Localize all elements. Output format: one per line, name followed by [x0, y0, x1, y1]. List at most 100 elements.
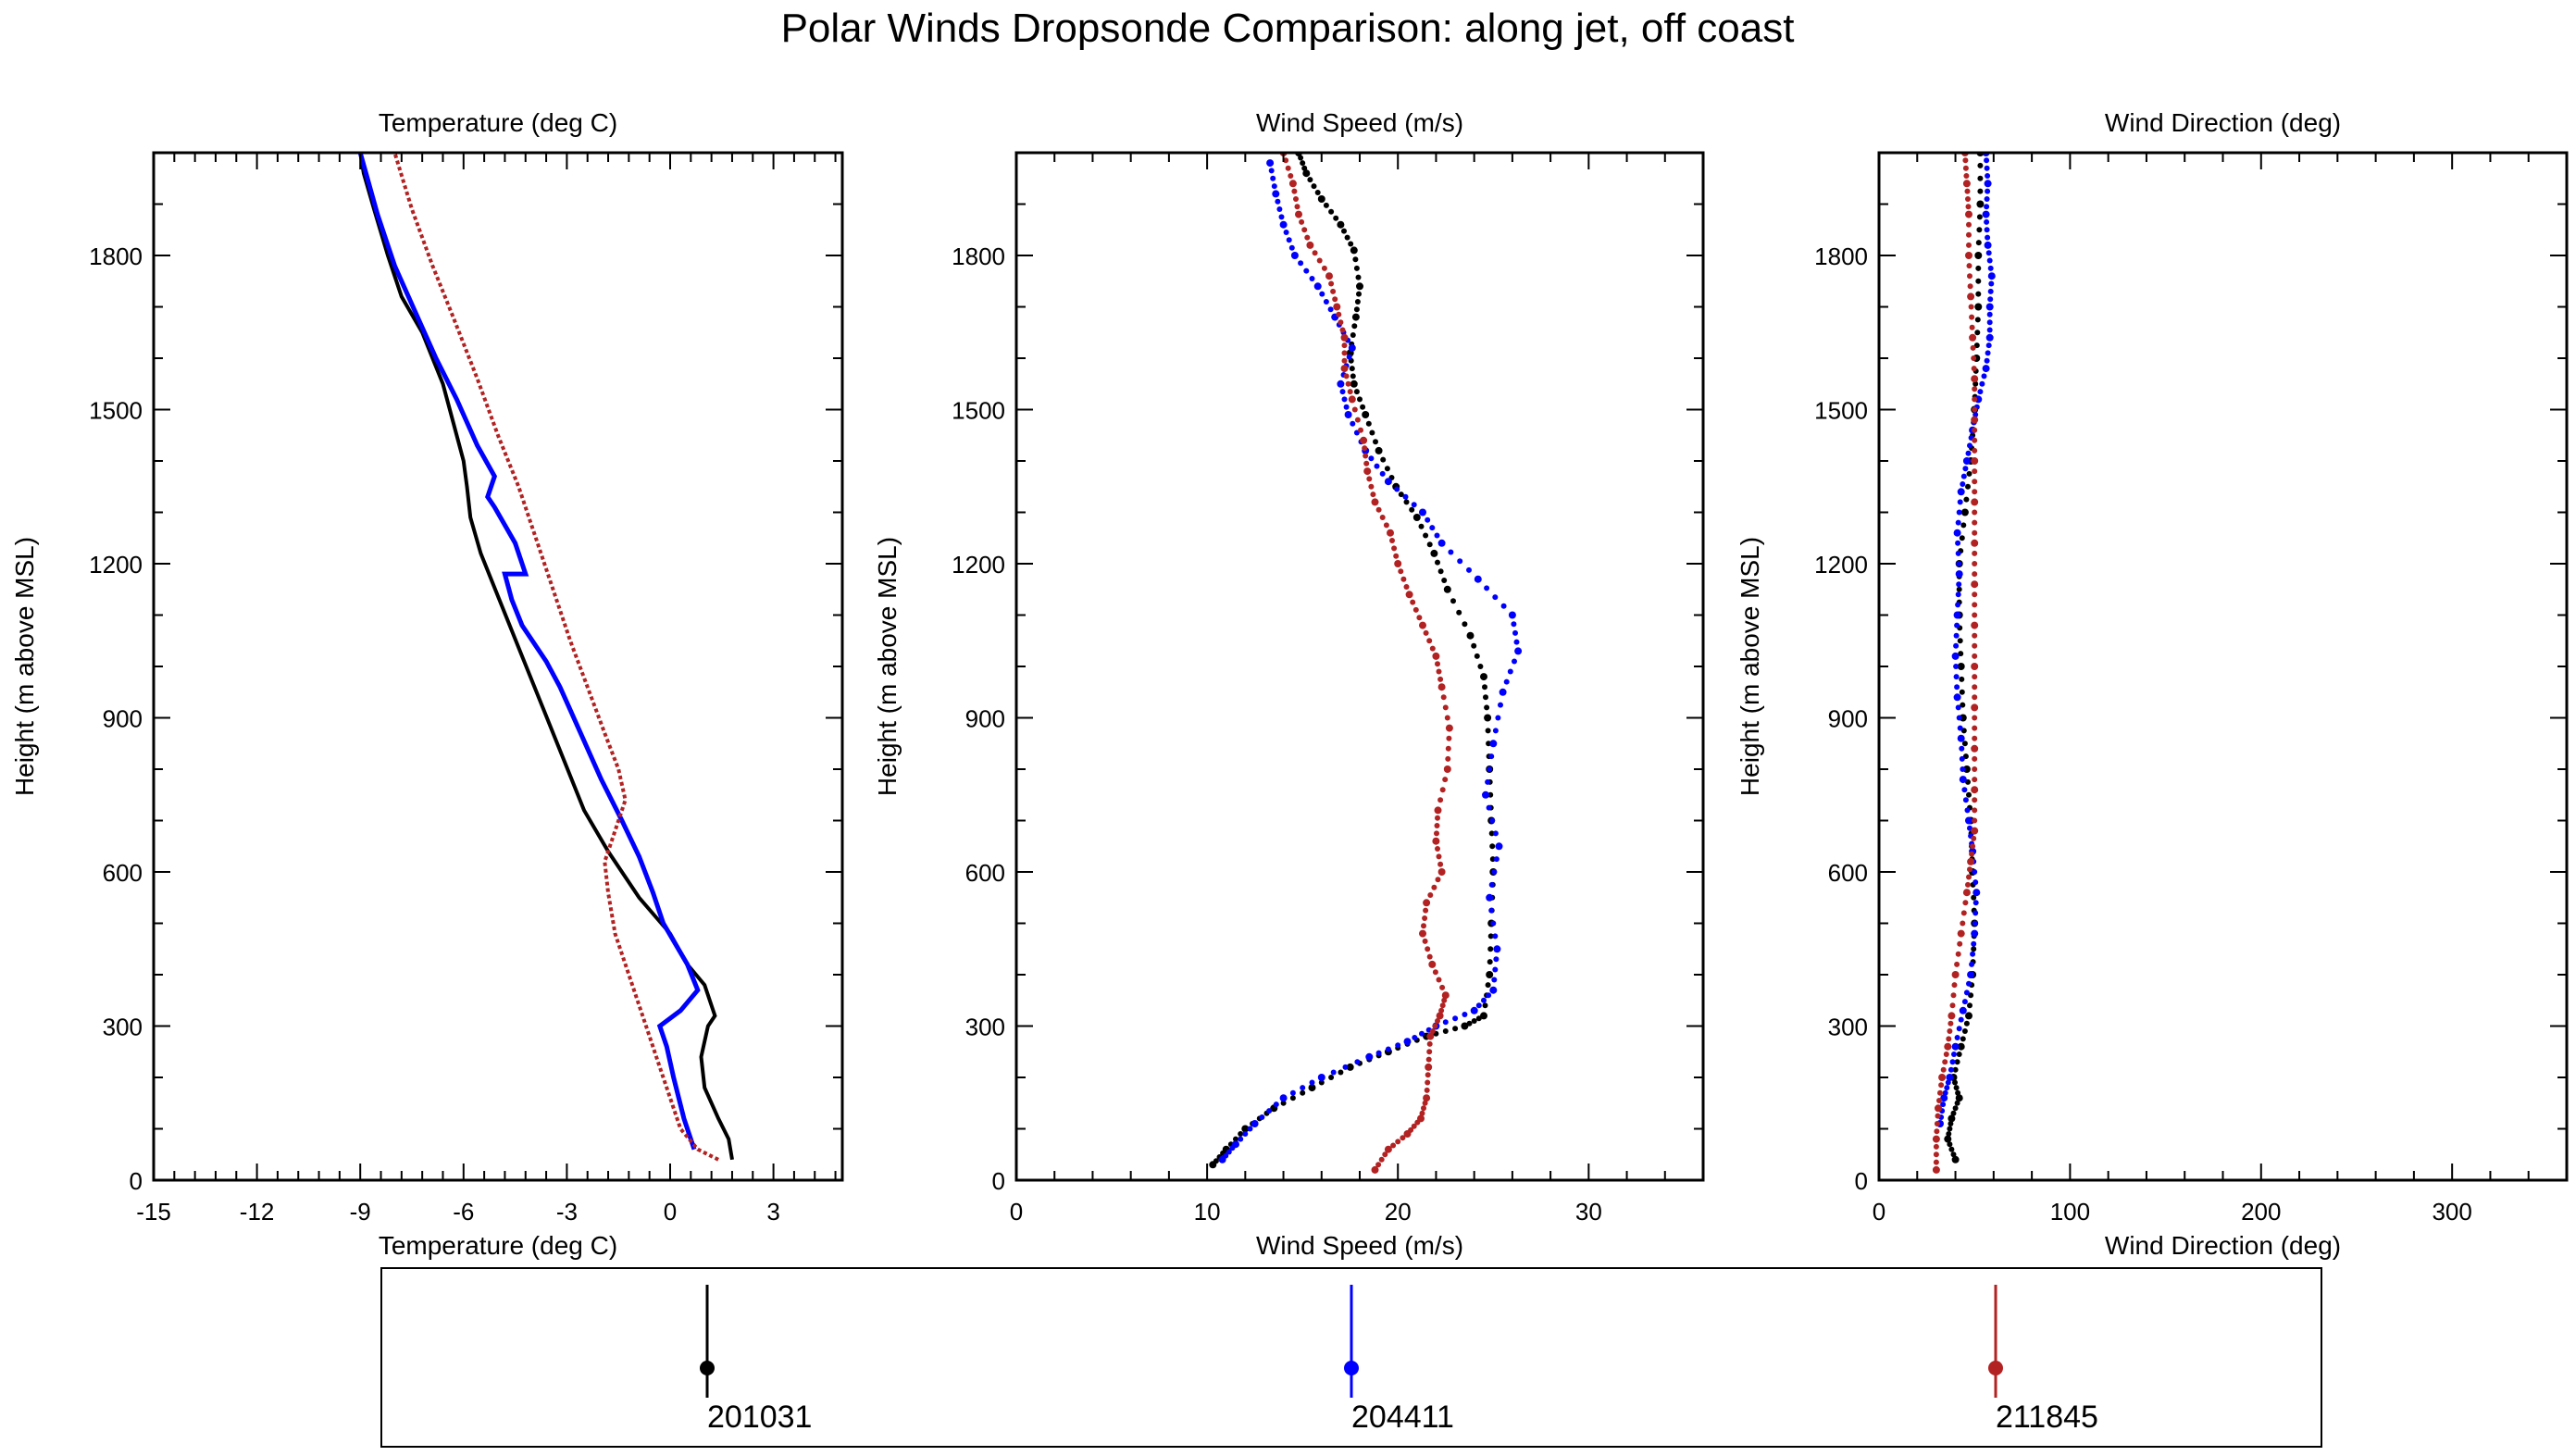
trace-dot — [1962, 157, 1969, 164]
data-point — [1290, 252, 1299, 259]
trace-dot — [1959, 755, 1965, 762]
trace-dot — [1487, 946, 1494, 952]
trace-dot — [1972, 406, 1978, 413]
trace-dot — [1439, 1002, 1446, 1009]
trace-dot — [1503, 678, 1510, 685]
trace-dot — [1380, 456, 1387, 463]
trace-dot — [1341, 350, 1348, 356]
data-point — [1350, 380, 1358, 388]
data-point — [1946, 1074, 1954, 1081]
trace-dot — [1964, 188, 1971, 194]
data-point — [1982, 210, 1990, 218]
data-point — [1387, 529, 1394, 537]
data-point — [1953, 611, 1961, 619]
trace-dot — [1984, 196, 1990, 202]
trace-dot — [1986, 319, 1993, 326]
trace-dot — [1408, 1126, 1414, 1133]
trace-dot — [1368, 455, 1375, 462]
data-point — [1971, 744, 1979, 753]
data-point — [1470, 1006, 1478, 1014]
x-tick-label: 10 — [1194, 1198, 1221, 1226]
data-point — [1965, 210, 1972, 218]
trace-dot — [1485, 728, 1491, 734]
trace-dot — [1485, 778, 1491, 785]
data-point — [1363, 467, 1372, 476]
data-point — [1419, 621, 1426, 629]
trace-dot — [1986, 311, 1993, 317]
data-point — [1962, 889, 1971, 897]
trace-dot — [1418, 523, 1425, 529]
trace-dot — [1969, 314, 1975, 320]
trace-dot — [1385, 1046, 1391, 1052]
data-point — [1971, 786, 1979, 794]
trace-dot — [1949, 1002, 1956, 1009]
trace-dot — [1955, 540, 1961, 546]
trace-dot — [1350, 420, 1356, 427]
data-point — [1232, 1140, 1239, 1149]
legend-entry-201031: 201031 — [700, 1285, 812, 1435]
trace-dot — [1972, 777, 1978, 783]
data-point — [1971, 580, 1979, 589]
y-tick-label: 0 — [1855, 1167, 1868, 1195]
trace-dot — [1268, 168, 1275, 174]
x-tick-label: 300 — [2432, 1198, 2471, 1226]
trace-dot — [1370, 492, 1376, 498]
data-point — [1953, 693, 1961, 702]
trace-dot — [1238, 1131, 1244, 1137]
series-211845-points — [1279, 153, 1453, 1174]
trace-dot — [1456, 609, 1462, 616]
trace-dot — [1291, 188, 1298, 194]
trace-dot — [1984, 227, 1990, 233]
trace-dot — [1298, 260, 1304, 267]
data-point — [1971, 498, 1979, 506]
trace-dot — [1971, 940, 1977, 947]
trace-dot — [1390, 1142, 1397, 1149]
trace-dot — [1351, 406, 1358, 413]
trace-dot — [1435, 846, 1440, 852]
trace-dot — [1956, 561, 1962, 566]
trace-dot — [1985, 188, 1991, 194]
trace-dot — [1984, 218, 1990, 225]
trace-dot — [1933, 1151, 1939, 1158]
trace-dot — [1247, 1126, 1253, 1132]
trace-dot — [1365, 420, 1372, 427]
trace-dot — [1972, 489, 1978, 495]
x-tick-label: 0 — [1010, 1198, 1023, 1226]
trace-dot — [1955, 550, 1961, 556]
trace-dot — [1960, 481, 1966, 487]
series-201031-points — [1209, 153, 1498, 1169]
data-point — [1984, 180, 1992, 188]
trace-dot — [1960, 766, 1966, 772]
trace-dot — [1959, 689, 1965, 695]
trace-dot — [1948, 1066, 1954, 1073]
legend-box — [380, 1267, 2322, 1448]
trace-dot — [1511, 621, 1517, 628]
trace-dot — [1309, 1079, 1315, 1086]
trace-dot — [1350, 373, 1356, 380]
trace-dot — [1471, 1018, 1477, 1024]
trace-dot — [1332, 296, 1338, 303]
trace-dot — [1307, 177, 1313, 183]
trace-dot — [1429, 645, 1436, 652]
trace-dot — [1966, 791, 1972, 798]
trace-dot — [1278, 214, 1285, 220]
trace-dot — [1971, 835, 1977, 841]
trace-dot — [1353, 306, 1360, 313]
trace-dot — [1987, 265, 1994, 271]
trace-dot — [1349, 366, 1355, 372]
trace-dot — [1303, 268, 1310, 274]
trace-dot — [1429, 525, 1436, 531]
trace-dot — [1369, 429, 1375, 436]
trace-dot — [1442, 1028, 1449, 1034]
series-204411-points — [1218, 159, 1523, 1164]
data-point — [1951, 1042, 1960, 1051]
trace-dot — [1951, 1052, 1957, 1057]
data-point — [1340, 333, 1349, 342]
trace-dot — [1972, 715, 1978, 721]
data-point — [1445, 724, 1453, 732]
trace-dot — [1966, 980, 1972, 987]
trace-dot — [1379, 470, 1386, 477]
trace-dot — [1954, 1035, 1960, 1040]
trace-dot — [1339, 327, 1346, 333]
trace-dot — [1394, 486, 1400, 492]
